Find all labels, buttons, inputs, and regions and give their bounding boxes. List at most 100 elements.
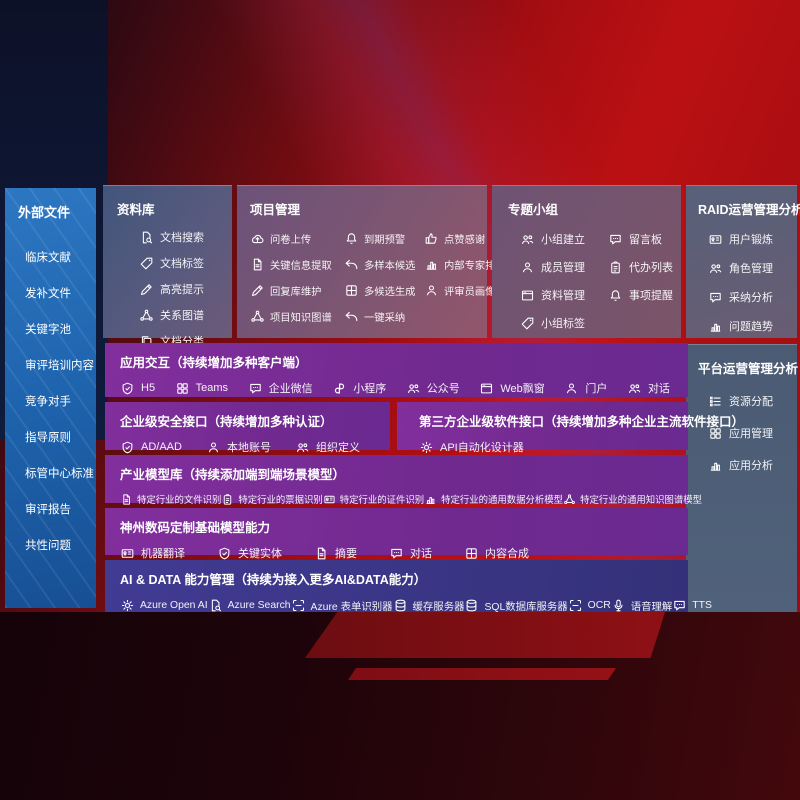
feature-item: 小组建立 <box>520 231 608 247</box>
feature-label: 语音理解 <box>630 602 673 613</box>
trend-icon <box>708 319 723 334</box>
entity-shield-icon <box>217 546 232 561</box>
feature-item: 公众号 <box>406 380 460 396</box>
feature-label: 采纳分析 <box>729 292 773 304</box>
cache-server-icon <box>393 598 408 613</box>
sidebar-item-guidelines: 指导原则 <box>25 432 71 444</box>
feature-label: OCR <box>587 600 611 611</box>
feature-label: 特定行业的文件识别 <box>137 494 222 505</box>
teams-icon <box>175 381 190 396</box>
voice-icon <box>611 598 626 613</box>
base-models-row: 神州数码定制基础模型能力 机器翻译 关键实体 摘要 对话 内容合成 <box>105 508 688 560</box>
feature-label: 用户锻炼 <box>729 234 773 246</box>
feature-label: 资源分配 <box>729 396 773 408</box>
feature-item: 特定行业的通用知识图谱模型 <box>563 492 702 506</box>
feature-label: 缓存服务器 <box>412 602 465 613</box>
row-title: AI & DATA 能力管理（持续为接入更多AI&DATA能力） <box>120 573 427 587</box>
panel-title: 外部文件 <box>18 205 71 220</box>
feature-item: 评审员画像 <box>424 283 506 298</box>
tts-icon <box>672 598 687 613</box>
dialog-icon <box>627 381 642 396</box>
feature-item: 本地账号 <box>206 439 271 455</box>
feature-label: 资料管理 <box>541 290 585 302</box>
feature-item: 问卷上传 <box>250 231 342 246</box>
feature-label: 关键信息提取 <box>270 261 332 272</box>
row-title: 神州数码定制基础模型能力 <box>120 521 271 535</box>
h5-icon <box>120 381 135 396</box>
feature-label: 成员管理 <box>541 262 585 274</box>
app-interaction-row: 应用交互（持续增加多种客户端） H5 Teams 企业微信 小程序 公众号 We… <box>105 343 688 397</box>
feature-label: 回复库维护 <box>270 287 322 298</box>
feature-item: 应用分析 <box>708 457 797 473</box>
feature-item: 角色管理 <box>708 260 797 276</box>
platform-analysis-panel: 平台运营管理分析 资源分配 应用管理 应用分析 <box>686 344 798 612</box>
miniprogram-icon <box>332 381 347 396</box>
feature-item: 特定行业的票据识别 <box>221 492 323 506</box>
thirdparty-interface-row: 第三方企业级软件接口（持续增加多种企业主流软件接口） API自动化设计器 <box>397 402 744 454</box>
feature-item: 资源分配 <box>708 393 797 409</box>
feature-label: 关系图谱 <box>160 310 204 322</box>
feature-item: 特定行业的通用数据分析模型 <box>424 492 563 506</box>
list-icon <box>708 394 723 409</box>
feature-item: TTS <box>672 598 712 613</box>
feature-label: 事项提醒 <box>629 290 673 302</box>
chat-icon <box>389 546 404 561</box>
feature-item: 门户 <box>564 380 607 396</box>
generate-icon <box>344 283 359 298</box>
panel-title: 专题小组 <box>508 203 559 217</box>
openai-icon <box>120 598 135 613</box>
feature-label: Web飘窗 <box>500 383 545 395</box>
feature-label: 项目知识图谱 <box>270 313 332 324</box>
feature-item: 特定行业的文件识别 <box>120 492 221 506</box>
id-card-icon <box>708 232 723 247</box>
feature-item: 资料管理 <box>520 287 608 303</box>
thumbs-up-icon <box>424 231 439 246</box>
feature-label: 评审员画像 <box>444 287 496 298</box>
file-ocr-icon <box>120 493 133 506</box>
feature-item: 问题趋势 <box>708 318 797 334</box>
feature-item: AD/AAD <box>120 440 182 455</box>
archive-icon <box>520 288 535 303</box>
feature-label: TTS <box>692 600 712 611</box>
feature-label: 组织定义 <box>315 442 360 454</box>
person-icon <box>424 283 439 298</box>
feature-label: 文档标签 <box>160 258 204 270</box>
feature-label: 问卷上传 <box>270 235 312 246</box>
feature-label: 文档搜索 <box>160 232 204 244</box>
feature-item: Azure Open AI <box>120 598 208 613</box>
feature-label: 内容合成 <box>485 548 529 560</box>
qa-chat-icon <box>708 290 723 305</box>
feature-item: 文档搜索 <box>139 229 232 245</box>
feature-item: 到期预警 <box>344 231 422 246</box>
feature-label: 内部专家排名 <box>444 261 506 272</box>
feature-item: 用户锻炼 <box>708 231 797 247</box>
feature-label: 小组建立 <box>541 234 585 246</box>
form-recognizer-icon <box>291 598 306 613</box>
receipt-icon <box>221 493 234 506</box>
people-icon <box>520 232 535 247</box>
feature-label: 关键实体 <box>238 548 282 560</box>
feature-item: 回复库维护 <box>250 283 342 298</box>
feature-item: Azure Search <box>208 598 291 613</box>
project-management-panel: 项目管理 问卷上传 到期预警 点赞感谢 关键信息提取 多样本候选 内部专家排名 … <box>237 185 506 338</box>
feature-label: 高亮提示 <box>160 284 204 296</box>
feature-item: 内容合成 <box>464 545 529 561</box>
feature-item: 留言板 <box>608 231 681 247</box>
feature-label: H5 <box>141 382 156 394</box>
feature-item: 特定行业的证件识别 <box>323 492 424 506</box>
pencil-icon <box>250 283 265 298</box>
feature-label: 小组标签 <box>541 318 585 330</box>
feature-item: 成员管理 <box>520 259 608 275</box>
feature-label: 多样本候选 <box>364 261 416 272</box>
feature-label: Azure Open AI <box>140 600 208 611</box>
wechat-icon <box>248 381 263 396</box>
feature-label: SQL数据库服务器 <box>484 602 568 613</box>
ai-data-row: AI & DATA 能力管理（持续为接入更多AI&DATA能力） Azure O… <box>105 560 712 613</box>
portal-icon <box>564 381 579 396</box>
adopt-icon <box>344 309 359 324</box>
highlight-icon <box>139 282 154 297</box>
special-group-panel: 专题小组 小组建立 留言板 成员管理 代办列表 资料管理 事项提醒 小组标签 <box>492 185 681 338</box>
feature-item: 项目知识图谱 <box>250 309 342 324</box>
relation-graph-icon <box>139 308 154 323</box>
